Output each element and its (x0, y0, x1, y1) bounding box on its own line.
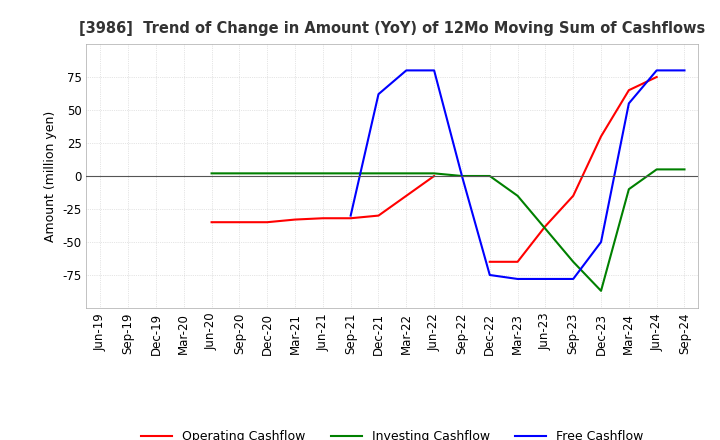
Free Cashflow (624, 101, 633, 106)
Free Cashflow (569, 276, 577, 282)
Investing Cashflow (513, 193, 522, 198)
Free Cashflow (485, 272, 494, 278)
Investing Cashflow (291, 171, 300, 176)
Operating Cashflow (318, 216, 327, 221)
Investing Cashflow (485, 173, 494, 179)
Investing Cashflow (569, 259, 577, 264)
Investing Cashflow (402, 171, 410, 176)
Free Cashflow (513, 276, 522, 282)
Line: Free Cashflow: Free Cashflow (351, 70, 685, 279)
Investing Cashflow (374, 171, 383, 176)
Investing Cashflow (207, 171, 216, 176)
Free Cashflow (374, 92, 383, 97)
Investing Cashflow (430, 171, 438, 176)
Title: [3986]  Trend of Change in Amount (YoY) of 12Mo Moving Sum of Cashflows: [3986] Trend of Change in Amount (YoY) o… (79, 21, 706, 36)
Investing Cashflow (624, 187, 633, 192)
Operating Cashflow (374, 213, 383, 218)
Y-axis label: Amount (million yen): Amount (million yen) (44, 110, 57, 242)
Free Cashflow (652, 68, 661, 73)
Operating Cashflow (263, 220, 271, 225)
Investing Cashflow (597, 288, 606, 293)
Free Cashflow (430, 68, 438, 73)
Free Cashflow (680, 68, 689, 73)
Operating Cashflow (346, 216, 355, 221)
Investing Cashflow (235, 171, 243, 176)
Investing Cashflow (263, 171, 271, 176)
Operating Cashflow (430, 173, 438, 179)
Operating Cashflow (291, 217, 300, 222)
Investing Cashflow (680, 167, 689, 172)
Free Cashflow (346, 213, 355, 218)
Free Cashflow (597, 239, 606, 245)
Operating Cashflow (402, 193, 410, 198)
Investing Cashflow (652, 167, 661, 172)
Free Cashflow (402, 68, 410, 73)
Line: Investing Cashflow: Investing Cashflow (212, 169, 685, 291)
Operating Cashflow (207, 220, 216, 225)
Investing Cashflow (318, 171, 327, 176)
Line: Operating Cashflow: Operating Cashflow (212, 176, 434, 222)
Free Cashflow (458, 173, 467, 179)
Investing Cashflow (346, 171, 355, 176)
Operating Cashflow (235, 220, 243, 225)
Legend: Operating Cashflow, Investing Cashflow, Free Cashflow: Operating Cashflow, Investing Cashflow, … (136, 425, 649, 440)
Investing Cashflow (458, 173, 467, 179)
Investing Cashflow (541, 226, 550, 231)
Free Cashflow (541, 276, 550, 282)
